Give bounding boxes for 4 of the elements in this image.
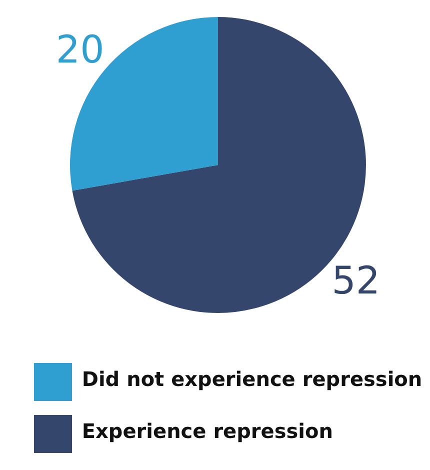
data-label: 52	[332, 258, 380, 303]
legend-label: Experience repression	[82, 419, 334, 443]
data-label: 20	[56, 27, 104, 72]
legend-label: Did not experience repression	[82, 367, 422, 391]
